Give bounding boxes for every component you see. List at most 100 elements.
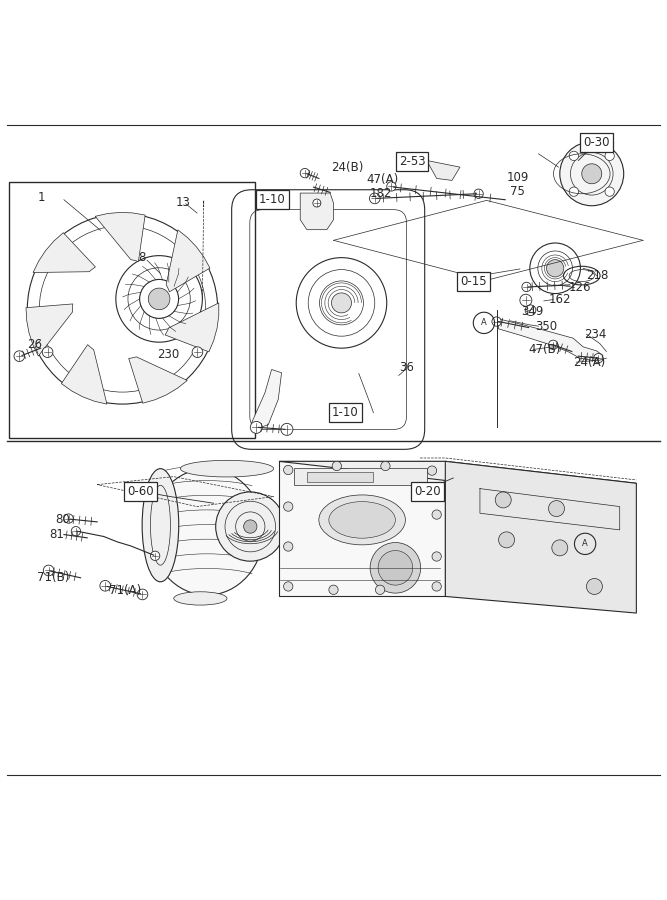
Circle shape — [14, 351, 25, 362]
Circle shape — [329, 585, 338, 594]
Text: 24(B): 24(B) — [331, 160, 364, 174]
Text: 349: 349 — [521, 305, 544, 318]
Ellipse shape — [151, 469, 263, 595]
Circle shape — [331, 292, 352, 313]
Text: 71(A): 71(A) — [109, 584, 141, 597]
Circle shape — [243, 520, 257, 533]
Circle shape — [370, 194, 380, 203]
Ellipse shape — [142, 469, 179, 581]
Polygon shape — [33, 233, 95, 273]
Circle shape — [370, 543, 421, 593]
Circle shape — [495, 492, 511, 508]
Text: 0-30: 0-30 — [583, 136, 610, 149]
Circle shape — [432, 510, 442, 519]
Circle shape — [432, 581, 442, 591]
Ellipse shape — [180, 460, 273, 477]
Circle shape — [498, 532, 514, 548]
Text: 126: 126 — [569, 281, 592, 294]
Circle shape — [192, 346, 203, 357]
Circle shape — [605, 151, 614, 160]
Circle shape — [215, 492, 285, 562]
Circle shape — [148, 288, 170, 310]
Circle shape — [283, 581, 293, 591]
Ellipse shape — [319, 495, 406, 544]
Polygon shape — [446, 462, 636, 613]
Circle shape — [250, 421, 262, 434]
Circle shape — [151, 551, 160, 561]
Polygon shape — [166, 230, 210, 292]
Circle shape — [42, 346, 53, 357]
Polygon shape — [61, 345, 107, 404]
Text: 13: 13 — [175, 196, 191, 209]
Text: 182: 182 — [370, 187, 392, 200]
Circle shape — [586, 579, 602, 594]
Circle shape — [432, 552, 442, 562]
Circle shape — [552, 540, 568, 556]
Text: A: A — [582, 539, 588, 548]
Circle shape — [594, 354, 603, 363]
Circle shape — [300, 168, 309, 178]
Circle shape — [569, 187, 578, 196]
Circle shape — [332, 462, 342, 471]
Circle shape — [283, 502, 293, 511]
Circle shape — [520, 294, 532, 306]
Text: A: A — [481, 319, 487, 328]
Circle shape — [313, 199, 321, 207]
Text: 1: 1 — [37, 191, 45, 203]
Text: 234: 234 — [584, 328, 606, 341]
Circle shape — [560, 142, 624, 206]
Text: 109: 109 — [506, 171, 529, 184]
Text: 36: 36 — [399, 361, 414, 374]
Text: 0-20: 0-20 — [414, 485, 441, 498]
Circle shape — [378, 551, 413, 585]
Circle shape — [43, 565, 54, 576]
Text: 75: 75 — [510, 184, 525, 198]
Circle shape — [569, 151, 578, 160]
Polygon shape — [279, 462, 446, 597]
Bar — [9, 182, 255, 438]
Text: 81: 81 — [49, 528, 64, 541]
Text: 71(B): 71(B) — [37, 572, 69, 584]
Polygon shape — [251, 370, 281, 429]
Circle shape — [522, 283, 531, 292]
Polygon shape — [279, 462, 636, 483]
Circle shape — [283, 542, 293, 551]
Text: 230: 230 — [157, 348, 179, 361]
Circle shape — [428, 466, 437, 475]
Text: 0-15: 0-15 — [460, 275, 487, 288]
Polygon shape — [129, 356, 187, 403]
Text: 350: 350 — [535, 320, 558, 333]
Text: 26: 26 — [27, 338, 42, 351]
Bar — [307, 472, 374, 482]
Circle shape — [548, 340, 558, 349]
Circle shape — [376, 585, 385, 594]
Text: 47(B): 47(B) — [528, 343, 561, 356]
Circle shape — [387, 182, 396, 191]
Circle shape — [381, 462, 390, 471]
Polygon shape — [26, 304, 73, 356]
Circle shape — [71, 526, 81, 536]
Circle shape — [283, 465, 293, 474]
Circle shape — [546, 259, 564, 277]
Text: 218: 218 — [586, 269, 609, 282]
Polygon shape — [165, 303, 219, 352]
Text: 162: 162 — [548, 293, 571, 306]
Circle shape — [492, 317, 501, 326]
Ellipse shape — [329, 501, 396, 538]
Circle shape — [474, 189, 484, 198]
Text: 80: 80 — [55, 513, 70, 526]
Circle shape — [281, 423, 293, 436]
Text: 47(A): 47(A) — [366, 174, 398, 186]
Text: 24(A): 24(A) — [573, 356, 606, 369]
Text: 0-60: 0-60 — [127, 485, 154, 498]
Ellipse shape — [173, 592, 227, 605]
Polygon shape — [300, 194, 334, 230]
Polygon shape — [498, 319, 603, 362]
Text: 1-10: 1-10 — [259, 194, 285, 206]
Bar — [293, 468, 427, 484]
Circle shape — [137, 590, 148, 599]
Text: 2-53: 2-53 — [399, 155, 426, 167]
Text: 8: 8 — [139, 251, 146, 264]
Circle shape — [64, 514, 73, 523]
Circle shape — [100, 580, 111, 591]
